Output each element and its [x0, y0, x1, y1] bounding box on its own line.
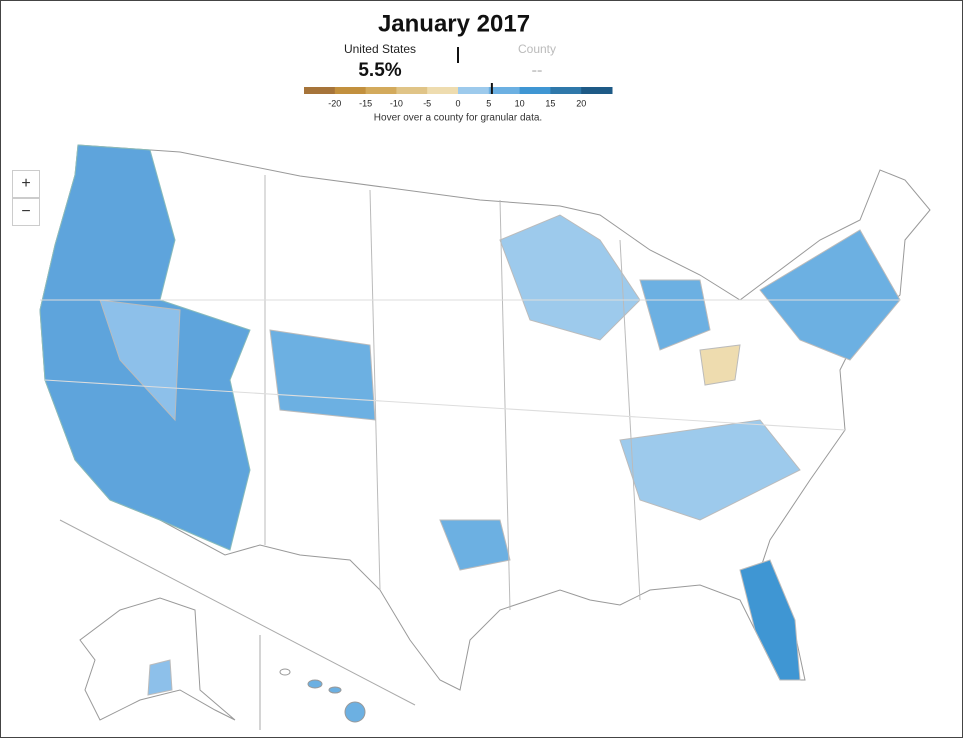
texas-region [439, 519, 511, 571]
legend-tick-label: 0 [455, 98, 460, 108]
zoom-in[interactable]: + [12, 170, 40, 198]
legend-swatch [458, 87, 490, 94]
legend-tick-label: -15 [359, 98, 372, 108]
legend-swatch [396, 87, 428, 94]
us-label: United States [344, 42, 416, 56]
legend-swatch [581, 87, 613, 94]
county-label: County [518, 42, 556, 56]
michigan-region [639, 279, 711, 351]
nevada-region [99, 299, 181, 422]
state-border [44, 379, 846, 431]
hawaii [279, 668, 291, 676]
legend-swatch [304, 87, 336, 94]
hawaii [328, 686, 342, 694]
legend-swatch [519, 87, 551, 94]
legend-tick-label: -20 [328, 98, 341, 108]
legend-swatch [427, 87, 459, 94]
ohio-region [699, 344, 741, 386]
legend-tick-label: 5 [486, 98, 491, 108]
hawaii [344, 701, 366, 723]
us-value: 5.5% [358, 60, 401, 81]
legend: -20 -15 -10 -5 0 5 10 15 20 [304, 83, 613, 108]
legend-swatch [365, 87, 397, 94]
northeast-region [759, 229, 901, 361]
legend-swatch [488, 87, 521, 94]
alaska-region [147, 659, 173, 696]
legend-swatch [334, 87, 367, 94]
legend-tick-label: -10 [390, 98, 403, 108]
title: January 2017 [378, 10, 530, 37]
state-border [499, 199, 511, 611]
state-border [369, 189, 381, 591]
county-value: -- [532, 62, 543, 79]
inset-line [59, 519, 416, 706]
zoom-out[interactable]: − [12, 198, 40, 226]
legend-note: Hover over a county for granular data. [374, 113, 542, 124]
legend-swatch [550, 87, 582, 94]
us-map [39, 144, 931, 730]
legend-tick-label: 15 [545, 98, 555, 108]
alaska [79, 597, 236, 721]
legend-tick-label: 20 [576, 98, 586, 108]
florida-region [739, 559, 801, 681]
legend-tick-label: -5 [423, 98, 431, 108]
legend-tick-label: 10 [515, 98, 525, 108]
colorado-region [269, 329, 376, 421]
hawaii [307, 679, 323, 689]
